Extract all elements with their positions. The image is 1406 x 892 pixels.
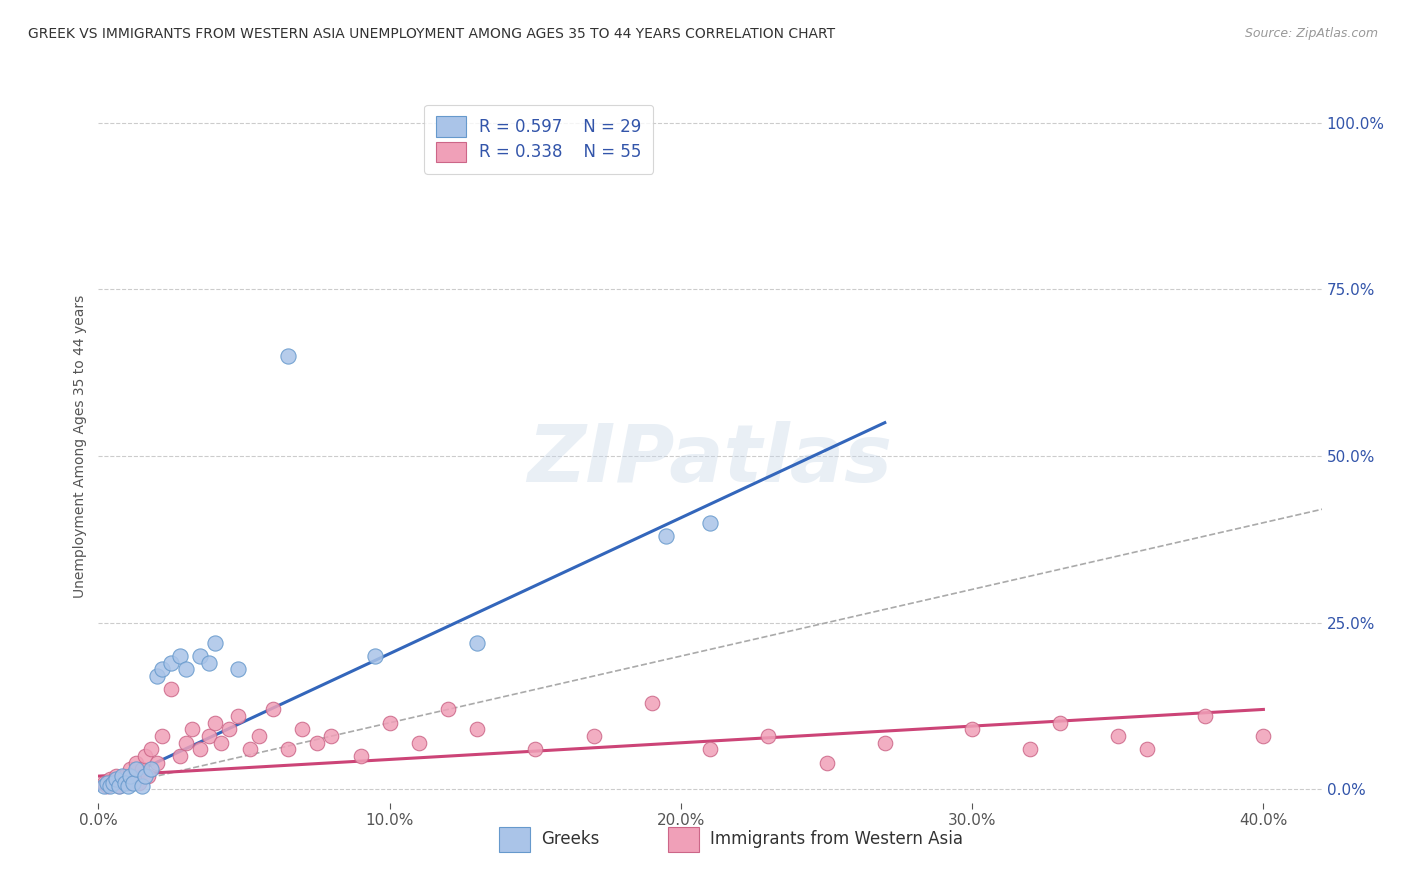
Point xyxy=(378,715,401,730)
Point xyxy=(524,742,547,756)
Point xyxy=(437,702,460,716)
Point xyxy=(465,636,488,650)
Point xyxy=(104,772,127,787)
Point xyxy=(699,516,721,530)
Point xyxy=(120,769,142,783)
Point xyxy=(174,662,197,676)
Legend: R = 0.597    N = 29, R = 0.338    N = 55: R = 0.597 N = 29, R = 0.338 N = 55 xyxy=(425,104,654,174)
Point xyxy=(247,729,270,743)
Point xyxy=(145,756,167,770)
Point xyxy=(218,723,240,737)
Point xyxy=(198,729,221,743)
Point xyxy=(1019,742,1042,756)
Point xyxy=(582,729,605,743)
Point xyxy=(152,729,174,743)
Point xyxy=(1107,729,1129,743)
Point xyxy=(114,776,136,790)
Point xyxy=(655,529,678,543)
Point xyxy=(111,772,134,787)
Point xyxy=(188,649,212,664)
Point xyxy=(117,779,139,793)
Point xyxy=(291,723,314,737)
Point xyxy=(321,729,343,743)
Point xyxy=(96,779,118,793)
Point xyxy=(262,702,284,716)
Point xyxy=(408,736,430,750)
Point xyxy=(101,776,124,790)
Point xyxy=(93,776,115,790)
Point xyxy=(364,649,387,664)
Point xyxy=(1253,729,1275,743)
Text: Source: ZipAtlas.com: Source: ZipAtlas.com xyxy=(1244,27,1378,40)
Point xyxy=(125,756,148,770)
Point xyxy=(277,742,299,756)
Point xyxy=(125,763,148,777)
Point xyxy=(169,749,191,764)
Point xyxy=(120,763,142,777)
Point xyxy=(108,779,131,793)
Point xyxy=(122,776,145,790)
Point xyxy=(160,656,183,670)
Point xyxy=(139,742,162,756)
Point xyxy=(128,776,150,790)
Point xyxy=(1049,715,1071,730)
Point xyxy=(815,756,838,770)
Text: ZIPatlas: ZIPatlas xyxy=(527,421,893,500)
Point xyxy=(169,649,191,664)
Point xyxy=(134,769,156,783)
Point xyxy=(160,682,183,697)
Point xyxy=(111,769,134,783)
Point xyxy=(239,742,262,756)
Point xyxy=(122,769,145,783)
Point xyxy=(1194,709,1216,723)
Point xyxy=(204,715,226,730)
Point xyxy=(93,779,115,793)
Point xyxy=(134,749,156,764)
Point xyxy=(114,769,136,783)
Point xyxy=(699,742,721,756)
Point xyxy=(131,763,153,777)
Point xyxy=(641,696,664,710)
Point xyxy=(104,769,127,783)
Point xyxy=(117,776,139,790)
Text: Immigrants from Western Asia: Immigrants from Western Asia xyxy=(710,830,963,848)
Point xyxy=(180,723,202,737)
Point xyxy=(139,763,162,777)
Point xyxy=(226,662,249,676)
Point xyxy=(226,709,249,723)
Point xyxy=(98,772,121,787)
Point xyxy=(277,349,299,363)
Point xyxy=(960,723,983,737)
Point xyxy=(136,769,159,783)
Point xyxy=(349,749,371,764)
Point xyxy=(198,656,221,670)
Point xyxy=(305,736,328,750)
Text: GREEK VS IMMIGRANTS FROM WESTERN ASIA UNEMPLOYMENT AMONG AGES 35 TO 44 YEARS COR: GREEK VS IMMIGRANTS FROM WESTERN ASIA UN… xyxy=(28,27,835,41)
Point xyxy=(101,776,124,790)
Point xyxy=(204,636,226,650)
Point xyxy=(152,662,174,676)
Point xyxy=(131,779,153,793)
Point xyxy=(174,736,197,750)
Point xyxy=(145,669,167,683)
Point xyxy=(209,736,232,750)
Point xyxy=(756,729,779,743)
Point xyxy=(465,723,488,737)
Point xyxy=(1136,742,1159,756)
Y-axis label: Unemployment Among Ages 35 to 44 years: Unemployment Among Ages 35 to 44 years xyxy=(73,294,87,598)
Point xyxy=(96,776,118,790)
Point xyxy=(98,779,121,793)
Point xyxy=(108,779,131,793)
Point xyxy=(188,742,212,756)
Text: Greeks: Greeks xyxy=(541,830,600,848)
Point xyxy=(873,736,896,750)
